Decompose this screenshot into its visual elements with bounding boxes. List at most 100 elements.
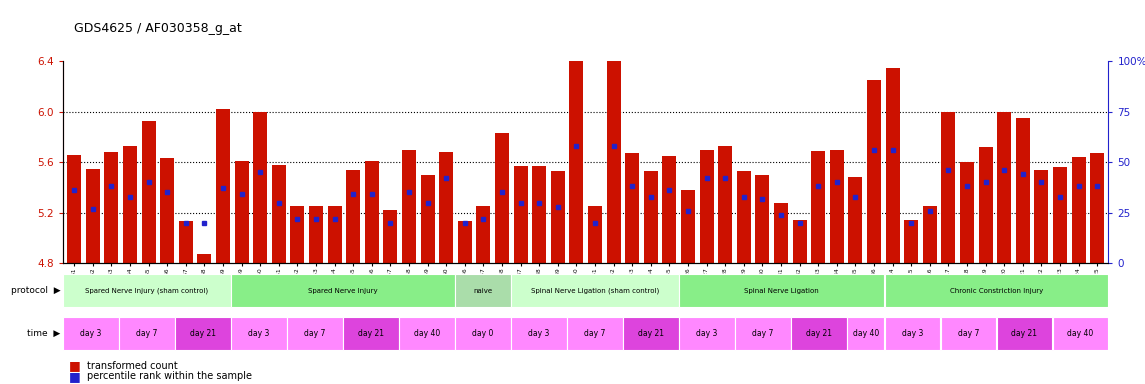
Bar [231, 275, 455, 307]
Bar [104, 152, 118, 263]
Bar [905, 220, 918, 263]
Text: day 40: day 40 [853, 329, 879, 338]
Bar [420, 175, 435, 263]
Bar [735, 317, 791, 349]
Bar [923, 206, 937, 263]
Bar [327, 206, 341, 263]
Text: day 3: day 3 [248, 329, 270, 338]
Bar [402, 150, 416, 263]
Bar [119, 317, 174, 349]
Bar [736, 171, 751, 263]
Text: time  ▶: time ▶ [27, 329, 61, 338]
Bar [569, 61, 583, 263]
Bar [235, 161, 248, 263]
Text: Chronic Constriction Injury: Chronic Constriction Injury [949, 288, 1043, 294]
Bar [885, 317, 940, 349]
Bar [384, 210, 397, 263]
Bar [847, 317, 884, 349]
Text: day 21: day 21 [358, 329, 384, 338]
Bar [291, 206, 305, 263]
Bar [179, 222, 192, 263]
Bar [1072, 157, 1085, 263]
Bar [63, 317, 119, 349]
Bar [456, 317, 511, 349]
Bar [344, 317, 398, 349]
Bar [142, 121, 156, 263]
Text: day 40: day 40 [413, 329, 440, 338]
Text: ■: ■ [69, 370, 80, 383]
Text: day 7: day 7 [136, 329, 158, 338]
Text: day 7: day 7 [957, 329, 979, 338]
Bar [551, 171, 564, 263]
Bar [681, 190, 695, 263]
Bar [979, 147, 993, 263]
Bar [253, 112, 267, 263]
Bar [86, 169, 100, 263]
Bar [663, 156, 677, 263]
Bar [346, 170, 361, 263]
Bar [885, 275, 1108, 307]
Text: Spinal Nerve Ligation (sham control): Spinal Nerve Ligation (sham control) [531, 288, 660, 294]
Text: day 7: day 7 [752, 329, 774, 338]
Text: day 7: day 7 [305, 329, 325, 338]
Text: day 3: day 3 [528, 329, 550, 338]
Bar [830, 150, 844, 263]
Text: day 21: day 21 [806, 329, 832, 338]
Bar [476, 206, 490, 263]
Bar [718, 146, 732, 263]
Bar [885, 68, 900, 263]
Text: GDS4625 / AF030358_g_at: GDS4625 / AF030358_g_at [74, 22, 243, 35]
Bar [997, 112, 1011, 263]
Text: day 21: day 21 [190, 329, 216, 338]
Bar [512, 275, 679, 307]
Bar [568, 317, 623, 349]
Bar [792, 220, 806, 263]
Text: transformed count: transformed count [87, 361, 177, 371]
Bar [625, 154, 639, 263]
Bar [231, 317, 286, 349]
Bar [365, 161, 379, 263]
Bar [679, 275, 884, 307]
Bar [623, 317, 679, 349]
Bar [960, 162, 974, 263]
Bar [456, 275, 511, 307]
Text: day 40: day 40 [1067, 329, 1093, 338]
Bar [756, 175, 769, 263]
Text: Spared Nerve Injury: Spared Nerve Injury [308, 288, 378, 294]
Bar [941, 112, 955, 263]
Bar [512, 317, 567, 349]
Bar [1034, 170, 1049, 263]
Bar [791, 317, 846, 349]
Bar [607, 61, 621, 263]
Bar [848, 177, 862, 263]
Text: day 3: day 3 [80, 329, 102, 338]
Bar [700, 150, 713, 263]
Bar [216, 109, 230, 263]
Text: day 21: day 21 [638, 329, 664, 338]
Bar [811, 151, 826, 263]
Bar [867, 80, 881, 263]
Text: protocol  ▶: protocol ▶ [11, 286, 61, 295]
Bar [271, 165, 286, 263]
Bar [589, 206, 602, 263]
Bar [197, 254, 212, 263]
Text: Spared Nerve Injury (sham control): Spared Nerve Injury (sham control) [86, 288, 208, 294]
Text: day 3: day 3 [901, 329, 923, 338]
Text: ■: ■ [69, 359, 80, 372]
Bar [1052, 317, 1108, 349]
Bar [679, 317, 735, 349]
Bar [997, 317, 1052, 349]
Bar [160, 159, 174, 263]
Bar [514, 166, 528, 263]
Bar [458, 222, 472, 263]
Bar [63, 275, 230, 307]
Bar [643, 171, 657, 263]
Text: percentile rank within the sample: percentile rank within the sample [87, 371, 252, 381]
Text: day 21: day 21 [1011, 329, 1037, 338]
Text: Spinal Nerve Ligation: Spinal Nerve Ligation [744, 288, 819, 294]
Text: day 7: day 7 [584, 329, 606, 338]
Bar [68, 155, 81, 263]
Bar [309, 206, 323, 263]
Text: day 0: day 0 [472, 329, 493, 338]
Bar [440, 152, 453, 263]
